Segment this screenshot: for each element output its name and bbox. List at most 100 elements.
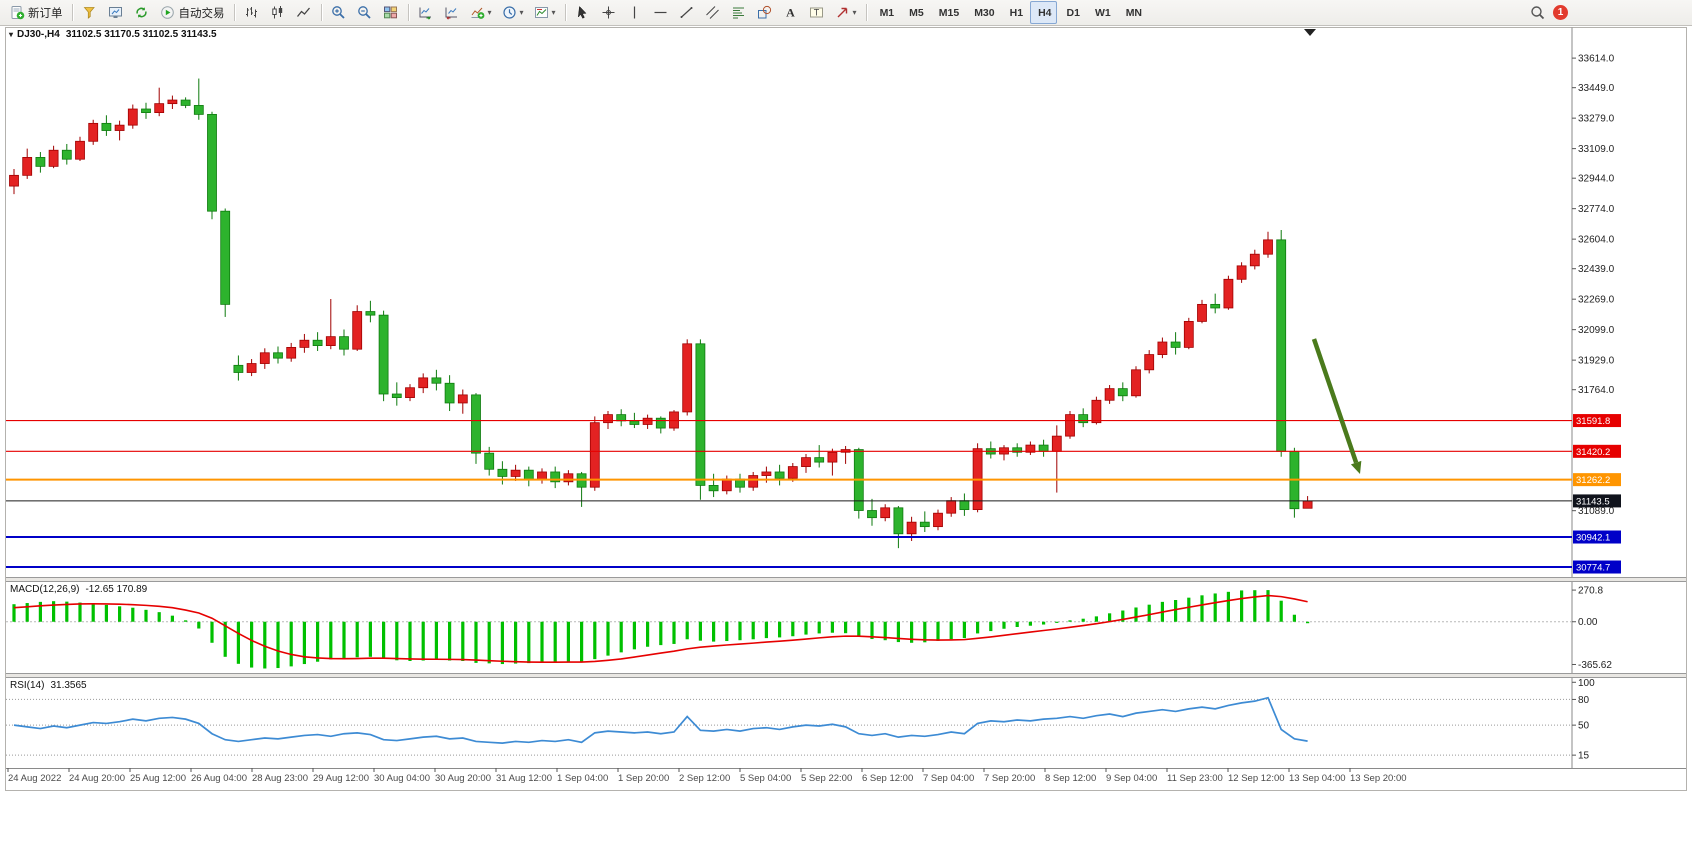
price-tick-label: 33279.0 xyxy=(1578,114,1615,125)
time-label: 30 Aug 04:00 xyxy=(374,773,430,784)
tf-h1[interactable]: H1 xyxy=(1002,1,1028,24)
bars-button[interactable] xyxy=(240,1,264,24)
tf-m30[interactable]: M30 xyxy=(966,1,999,24)
price-tick-label: 32439.0 xyxy=(1578,264,1615,275)
caret-down-icon: ▾ xyxy=(487,8,492,17)
time-label: 12 Sep 12:00 xyxy=(1228,773,1285,784)
chart-title: ▾ DJ30-,H4 31102.5 31170.5 31102.5 31143.5 xyxy=(9,29,217,40)
templates-button[interactable]: ▾ xyxy=(530,1,560,24)
rsi-name: RSI(14) xyxy=(10,680,45,691)
text-button[interactable]: A xyxy=(779,1,803,24)
label-button[interactable]: T xyxy=(805,1,829,24)
zoom-out-icon xyxy=(357,5,373,21)
zoom-out-button[interactable] xyxy=(353,1,377,24)
tf-d1[interactable]: D1 xyxy=(1059,1,1085,24)
price-tag xyxy=(1573,444,1621,458)
funnel-icon xyxy=(82,5,98,21)
search-icon[interactable] xyxy=(1529,5,1545,21)
rsi-value: 31.3565 xyxy=(50,680,87,691)
expand-arrow-icon: ▾ xyxy=(9,30,14,39)
shapes-icon xyxy=(757,5,773,21)
tf-h4[interactable]: H4 xyxy=(1030,1,1057,24)
periods-button[interactable]: ▾ xyxy=(498,1,528,24)
tf-m1[interactable]: M1 xyxy=(872,1,900,24)
shapes-button[interactable] xyxy=(753,1,777,24)
line-icon xyxy=(296,5,312,21)
price-tick-label: 33109.0 xyxy=(1578,144,1615,155)
time-label: 28 Aug 23:00 xyxy=(252,773,308,784)
tf-mn-label: MN xyxy=(1125,6,1143,19)
svg-text:T: T xyxy=(814,8,820,18)
time-label: 7 Sep 20:00 xyxy=(984,773,1035,784)
tf-w1[interactable]: W1 xyxy=(1087,1,1116,24)
channel-button[interactable] xyxy=(701,1,725,24)
new-order-button[interactable]: 新订单 xyxy=(5,1,67,24)
horizontal-line-button[interactable] xyxy=(649,1,673,24)
indicators-button[interactable]: ▾ xyxy=(466,1,496,24)
macd-tick-label: -365.62 xyxy=(1578,660,1612,671)
price-tick-label: 31764.0 xyxy=(1578,385,1615,396)
refresh-button[interactable] xyxy=(130,1,154,24)
time-label: 26 Aug 04:00 xyxy=(191,773,247,784)
pane-separator[interactable] xyxy=(6,577,1686,582)
label-icon: T xyxy=(809,5,825,21)
time-label: 1 Sep 20:00 xyxy=(618,773,669,784)
tf-mn[interactable]: MN xyxy=(1118,1,1147,24)
caret-down-icon: ▾ xyxy=(519,8,524,17)
zoom-in-button[interactable] xyxy=(327,1,351,24)
svg-text:31591.8: 31591.8 xyxy=(1576,416,1610,427)
trendline-button[interactable] xyxy=(675,1,699,24)
depth-of-market-button[interactable] xyxy=(78,1,102,24)
pane-separator[interactable] xyxy=(6,673,1686,678)
price-tick-label: 33449.0 xyxy=(1578,83,1615,94)
autotrade-icon xyxy=(160,5,176,21)
caret-down-icon: ▾ xyxy=(551,8,556,17)
fibonacci-button[interactable] xyxy=(727,1,751,24)
toolbar-separator xyxy=(564,4,566,21)
trendline-icon xyxy=(679,5,695,21)
time-label: 24 Aug 20:00 xyxy=(69,773,125,784)
cursor-button[interactable] xyxy=(571,1,595,24)
notification-badge[interactable]: 1 xyxy=(1553,5,1568,20)
chart-background xyxy=(0,26,1692,851)
toolbar-separator xyxy=(320,4,322,21)
trend-arrow[interactable] xyxy=(1311,338,1359,464)
text-icon: A xyxy=(783,5,799,21)
chart-ohlc: 31102.5 31170.5 31102.5 31143.5 xyxy=(65,29,217,40)
crosshair-button[interactable] xyxy=(597,1,621,24)
caret-down-icon: ▾ xyxy=(852,8,857,17)
svg-text:31262.2: 31262.2 xyxy=(1576,475,1610,486)
refresh-icon xyxy=(134,5,150,21)
macd-tick-label: 270.8 xyxy=(1578,586,1603,597)
chart-symbol-period: DJ30-,H4 xyxy=(17,29,60,40)
vertical-line-button[interactable] xyxy=(623,1,647,24)
candles-button[interactable] xyxy=(266,1,290,24)
chart-shift-button[interactable] xyxy=(440,1,464,24)
tf-m1-label: M1 xyxy=(879,6,895,19)
line-button[interactable] xyxy=(292,1,316,24)
new-order-icon xyxy=(9,5,25,21)
toolbar-separator xyxy=(865,4,867,21)
price-tag xyxy=(1573,494,1621,508)
bars-icon xyxy=(244,5,260,21)
candles xyxy=(9,78,1313,549)
arrows-button[interactable]: ▾ xyxy=(831,1,861,24)
tile-windows-button[interactable] xyxy=(379,1,403,24)
svg-text:30942.1: 30942.1 xyxy=(1576,533,1610,544)
chart-shift-marker[interactable] xyxy=(1304,29,1316,36)
add-indicator-icon xyxy=(470,5,486,21)
tf-m15[interactable]: M15 xyxy=(931,1,964,24)
rsi-line xyxy=(13,696,1308,744)
trend-arrow-head xyxy=(1350,460,1362,474)
monitor-icon xyxy=(108,5,124,21)
rsi-tick-label: 50 xyxy=(1578,721,1590,732)
auto-scroll-button[interactable] xyxy=(414,1,438,24)
tf-m5[interactable]: M5 xyxy=(901,1,929,24)
toolbar-separator xyxy=(407,4,409,21)
arrow-icon xyxy=(835,5,851,21)
price-tag xyxy=(1573,560,1621,574)
autotrade-button[interactable]: 自动交易 xyxy=(156,1,229,24)
chart-window-button[interactable] xyxy=(104,1,128,24)
